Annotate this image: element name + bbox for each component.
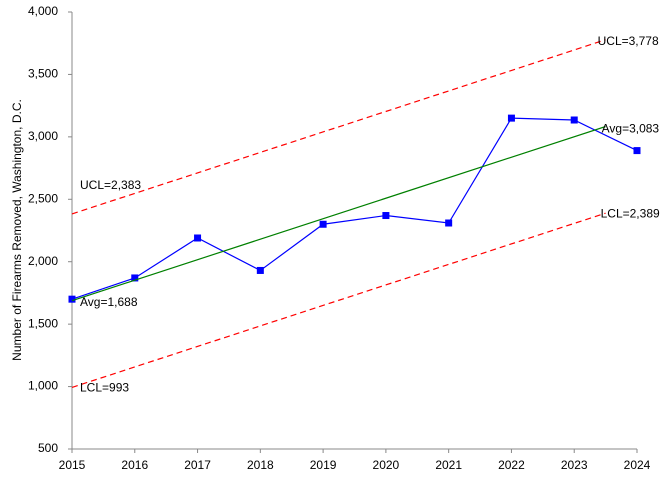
x-tick-label: 2022 — [498, 458, 525, 472]
limit-line — [71, 39, 606, 215]
line-label: UCL=3,778 — [598, 34, 659, 48]
y-tick-label: 1,000 — [28, 379, 58, 393]
data-point — [319, 220, 327, 228]
data-point — [445, 219, 453, 227]
y-axis-label: Number of Firearms Removed, Washington, … — [10, 99, 24, 361]
line-label: LCL=993 — [80, 381, 129, 395]
y-tick-label: 2,500 — [28, 191, 58, 205]
y-tick-label: 1,500 — [28, 316, 58, 330]
data-point — [194, 234, 202, 242]
x-tick-label: 2023 — [561, 458, 588, 472]
y-tick-label: 500 — [38, 441, 58, 455]
data-point — [256, 266, 264, 274]
data-line — [71, 117, 638, 300]
y-tick-label: 3,000 — [28, 129, 58, 143]
x-tick-label: 2015 — [59, 458, 86, 472]
data-point — [507, 114, 515, 122]
x-tick-label: 2019 — [310, 458, 337, 472]
x-tick-label: 2016 — [121, 458, 148, 472]
y-tick-label: 2,000 — [28, 254, 58, 268]
line-label: LCL=2,389 — [601, 206, 660, 220]
line-label: Avg=1,688 — [80, 295, 138, 309]
data-point — [633, 147, 641, 155]
average-line — [71, 125, 606, 302]
line-label: UCL=2,383 — [80, 178, 141, 192]
y-tick-label: 3,500 — [28, 67, 58, 81]
x-tick-label: 2024 — [624, 458, 651, 472]
y-tick-label: 4,000 — [28, 4, 58, 18]
line-label: Avg=3,083 — [602, 122, 660, 136]
data-point — [570, 116, 578, 124]
data-point — [131, 274, 139, 282]
limit-line — [71, 212, 606, 389]
x-tick-label: 2018 — [247, 458, 274, 472]
x-tick-label: 2021 — [435, 458, 462, 472]
data-point — [382, 212, 390, 220]
x-tick-label: 2020 — [373, 458, 400, 472]
data-point — [68, 295, 76, 303]
x-tick-label: 2017 — [184, 458, 211, 472]
